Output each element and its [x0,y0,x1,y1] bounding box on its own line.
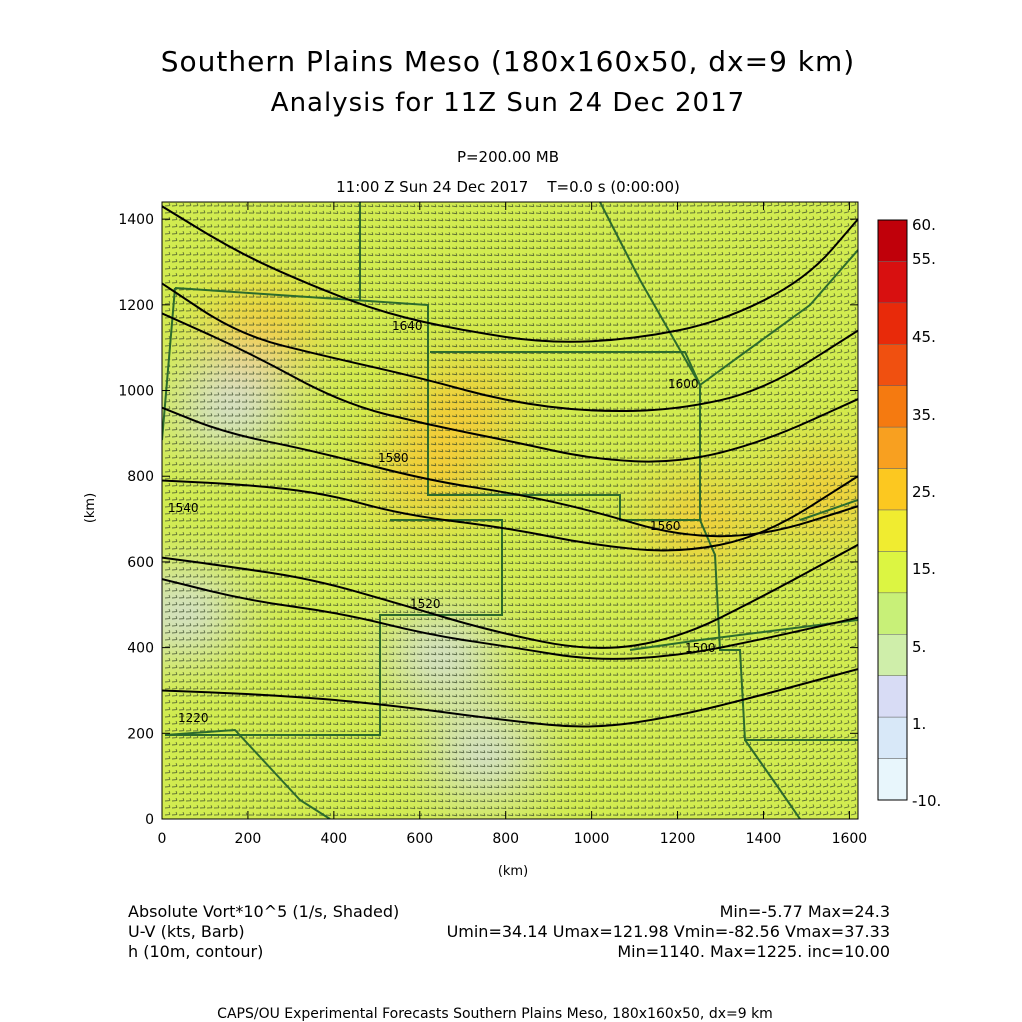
height-contour [162,543,858,649]
colorbar-label: -10. [912,792,941,810]
colorbar-frame [877,219,908,801]
x-tick-label: 1400 [746,831,782,847]
colorbar-swatch [877,302,908,345]
colorbar-swatch [877,219,908,262]
border-line [164,728,331,819]
colorbar-swatch [877,385,908,428]
border-line [744,739,801,819]
y-tick-label: 800 [127,469,154,485]
border-line [699,519,858,741]
height-contour [162,668,858,728]
colorbar-swatch [877,758,908,801]
y-axis-label: (km) [83,493,98,523]
x-tick-label: 200 [235,831,262,847]
colorbar-swatch [877,468,908,511]
colorbar-swatch [877,675,908,718]
vorticity-blob [386,616,497,697]
chart-subtitle: Analysis for 11Z Sun 24 Dec 2017 [271,88,745,118]
vorticity-blob [175,367,286,448]
height-contour [162,578,858,660]
footer-var3-label: h (10m, contour) [128,942,263,961]
colorbar-label: 35. [912,406,936,424]
contour-label: 1220 [178,711,209,725]
colorbar-swatch [877,509,908,552]
footer-var2-stats: Umin=34.14 Umax=121.98 Vmin=-82.56 Vmax=… [447,922,890,941]
footer-var1-stats: Min=-5.77 Max=24.3 [720,902,890,921]
y-axis: 0 200 400 600 800 1000 1200 1400 [118,212,858,828]
y-tick-label: 0 [145,812,154,828]
valid-time-label: 11:00 Z Sun 24 Dec 2017 T=0.0 s (0:00:00… [336,178,680,196]
colorbar-swatch [877,716,908,759]
y-tick-label: 1400 [118,212,154,228]
colorbar [877,219,908,801]
x-axis: 0 200 400 600 800 1000 1200 1400 1600 [158,202,868,847]
colorbar-label: 1. [912,715,926,733]
contour-label: 1580 [378,451,409,465]
contour-label: 1640 [392,319,423,333]
footer: Absolute Vort*10^5 (1/s, Shaded) Min=-5.… [128,902,890,1022]
border-line [799,499,858,521]
height-contour [162,406,858,538]
colorbar-label: 25. [912,483,936,501]
x-tick-label: 400 [320,831,347,847]
colorbar-swatch [877,634,908,676]
border-line [699,249,858,386]
contour-label: 1520 [410,597,441,611]
contour-label: 1600 [668,377,699,391]
x-tick-label: 1000 [574,831,610,847]
height-contours [162,205,858,728]
contour-label: 1540 [168,501,199,515]
contour-label: 1500 [685,641,716,655]
pressure-level-label: P=200.00 MB [457,148,559,166]
x-tick-label: 1600 [832,831,868,847]
plot-frame [161,201,859,820]
x-axis-label: (km) [498,864,528,879]
colorbar-label: 5. [912,638,926,656]
border-line [599,202,701,386]
x-tick-label: 800 [492,831,519,847]
colorbar-label: 60. [912,216,936,234]
border-line [162,287,176,441]
border-line [165,519,503,736]
height-contour [162,205,858,343]
wind-barbs [164,202,857,817]
height-contour [162,475,858,552]
colorbar-labels: 60. 55. 45. 35. 25. 15. 5. 1. -10. [912,216,941,810]
y-tick-label: 1000 [118,384,154,400]
x-tick-label: 1200 [660,831,696,847]
colorbar-label: 55. [912,250,936,268]
contour-labels: 1640 1600 1580 1560 1540 1520 1500 1220 [168,319,716,725]
colorbar-label: 15. [912,560,936,578]
y-tick-label: 400 [127,641,154,657]
y-tick-label: 1200 [118,298,154,314]
colorbar-swatch [877,592,908,635]
wind-barb-field [164,202,857,817]
x-tick-label: 600 [406,831,433,847]
footer-var2-label: U-V (kts, Barb) [128,922,245,941]
colorbar-label: 45. [912,328,936,346]
colorbar-swatch [877,261,908,304]
vorticity-blob [772,453,858,534]
contour-label: 1560 [650,519,681,533]
footer-credit: CAPS/OU Experimental Forecasts Southern … [217,1006,773,1022]
colorbar-swatch [877,344,908,386]
border-line [629,619,858,651]
height-contour [162,282,858,413]
plot-area: 1640 1600 1580 1560 1540 1520 1500 1220 [161,201,859,820]
y-tick-label: 600 [127,555,154,571]
footer-var1-label: Absolute Vort*10^5 (1/s, Shaded) [128,902,399,921]
colorbar-swatch [877,551,908,594]
x-tick-label: 0 [158,831,167,847]
height-contour [162,312,858,463]
footer-var3-stats: Min=1140. Max=1225. inc=10.00 [617,942,890,961]
vorticity-blob [429,714,540,795]
y-tick-label: 200 [127,726,154,742]
chart-title: Southern Plains Meso (180x160x50, dx=9 k… [161,45,855,78]
colorbar-swatch [877,426,908,469]
